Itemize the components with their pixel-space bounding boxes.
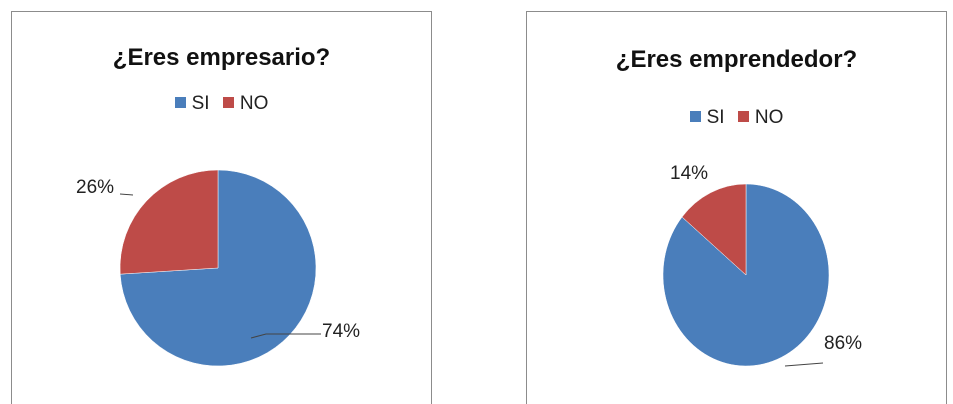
legend-item-no: NO bbox=[737, 107, 784, 129]
legend-item-si: SI bbox=[689, 107, 725, 129]
data-label-si: 86% bbox=[824, 333, 862, 354]
pie-chart-emprendedor: 86% 14% bbox=[662, 163, 862, 367]
legend: SI NO bbox=[527, 107, 946, 129]
legend-label-si: SI bbox=[191, 93, 210, 114]
legend-swatch-si bbox=[689, 111, 701, 122]
data-label-no: 14% bbox=[670, 163, 708, 184]
legend-swatch-no bbox=[222, 97, 234, 108]
legend: SI NO bbox=[12, 93, 431, 115]
pie-slice-si bbox=[662, 183, 830, 367]
leader-line-no bbox=[119, 193, 134, 196]
chart-panel-empresario: ¿Eres empresario? SI NO 74% 26% bbox=[11, 11, 432, 404]
data-label-no: 26% bbox=[76, 177, 114, 198]
legend-item-no: NO bbox=[222, 93, 269, 115]
pie-slice-no bbox=[119, 169, 219, 275]
legend-swatch-si bbox=[174, 97, 186, 108]
chart-title: ¿Eres empresario? bbox=[112, 44, 331, 71]
legend-item-si: SI bbox=[174, 93, 210, 115]
chart-panel-emprendedor: ¿Eres emprendedor? SI NO 86% 14% bbox=[526, 11, 947, 404]
legend-label-si: SI bbox=[706, 107, 725, 128]
legend-swatch-no bbox=[737, 111, 749, 122]
legend-label-no: NO bbox=[239, 93, 269, 114]
chart-title: ¿Eres emprendedor? bbox=[615, 46, 858, 73]
leader-line-si bbox=[784, 362, 824, 367]
pie-slice-no bbox=[681, 183, 747, 276]
legend-label-no: NO bbox=[754, 107, 784, 128]
data-label-si: 74% bbox=[322, 321, 360, 342]
leader-line-si bbox=[250, 333, 321, 339]
pie-chart-empresario: 74% 26% bbox=[76, 169, 360, 367]
